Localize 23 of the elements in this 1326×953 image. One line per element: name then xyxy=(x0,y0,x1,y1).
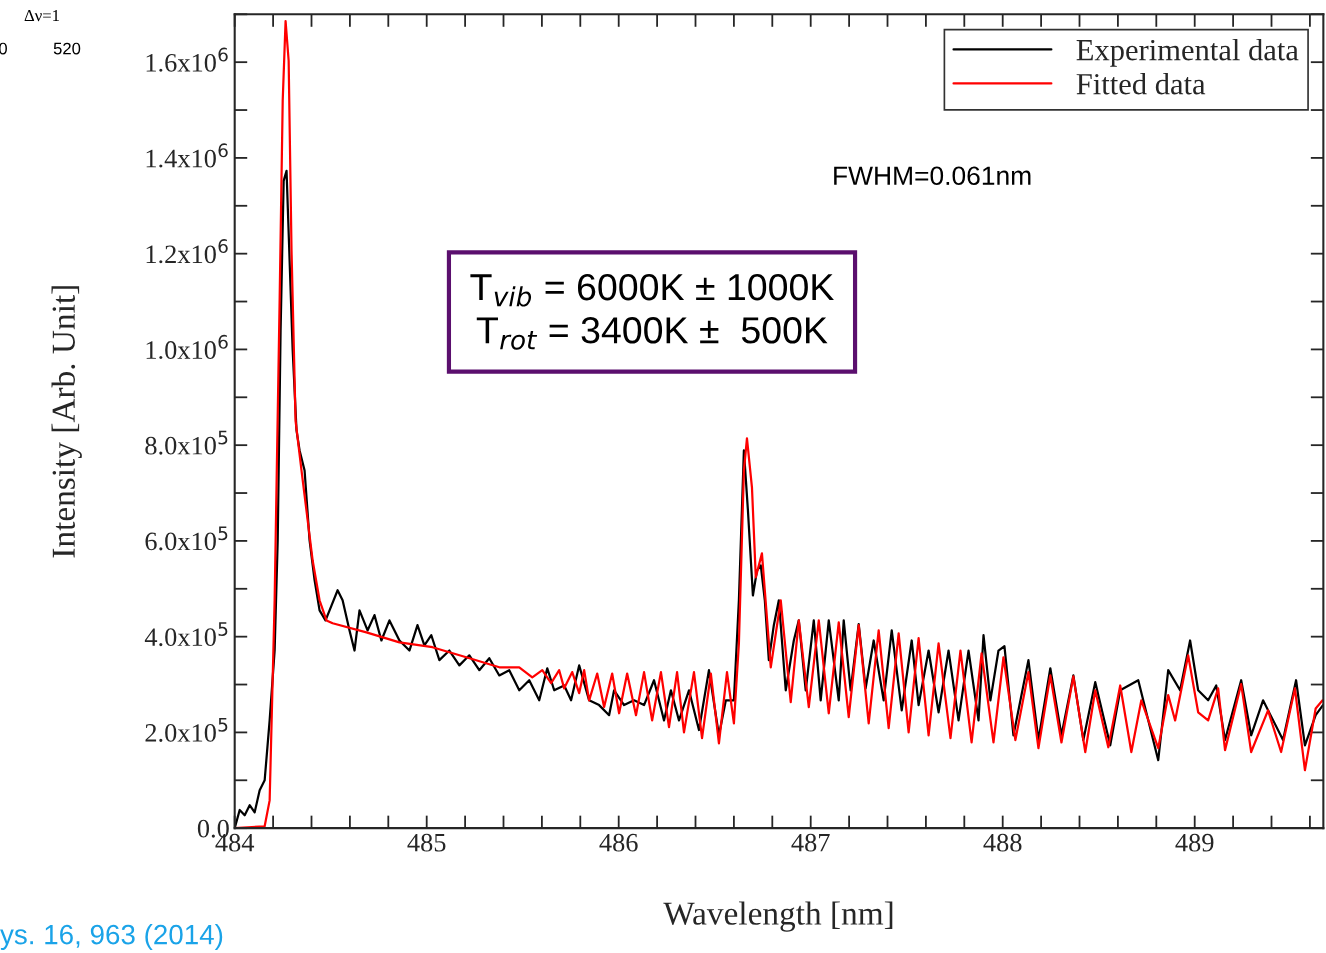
text: 0 xyxy=(0,42,7,55)
text: Δν=1 xyxy=(24,10,59,22)
x-tick-label: 486 xyxy=(599,833,638,852)
y-tick-label: 4.0x10$^{5}$ xyxy=(144,622,228,647)
x-tick-label: 487 xyxy=(791,833,830,852)
legend-label: Experimental data xyxy=(1076,38,1299,67)
x-axis-title: Wavelength [nm] xyxy=(663,901,893,932)
x-tick-label: 488 xyxy=(983,833,1022,852)
y-tick-label: 2.0x10$^{5}$ xyxy=(145,717,228,742)
y-tick-label: 6.0x10$^{5}$ xyxy=(145,526,228,551)
annotation: FWHM=0.061nm xyxy=(834,166,1031,186)
y-axis-title: Intensity [Arb. Unit] xyxy=(51,286,82,558)
y-tick-label: 1.0x10$^{6}$ xyxy=(146,334,228,360)
legend-label: Fitted data xyxy=(1076,72,1206,95)
y-tick-label: 1.4x10$^{6}$ xyxy=(146,143,228,168)
x-tick-label: 485 xyxy=(407,833,446,852)
x-tick-label: 489 xyxy=(1175,833,1214,852)
text: T$_{vib}$ = 6000K ± 1000K T$_{rot}$ = 3400K ± 500K xyxy=(470,273,834,350)
text: 520 xyxy=(53,42,81,55)
y-tick-label: 8.0x10$^{5}$ xyxy=(145,430,228,455)
text: ys. 16, 963 (2014) xyxy=(0,924,223,950)
y-tick-label: 1.6x10$^{6}$ xyxy=(146,47,228,72)
y-tick-label: 1.2x10$^{6}$ xyxy=(146,239,228,264)
